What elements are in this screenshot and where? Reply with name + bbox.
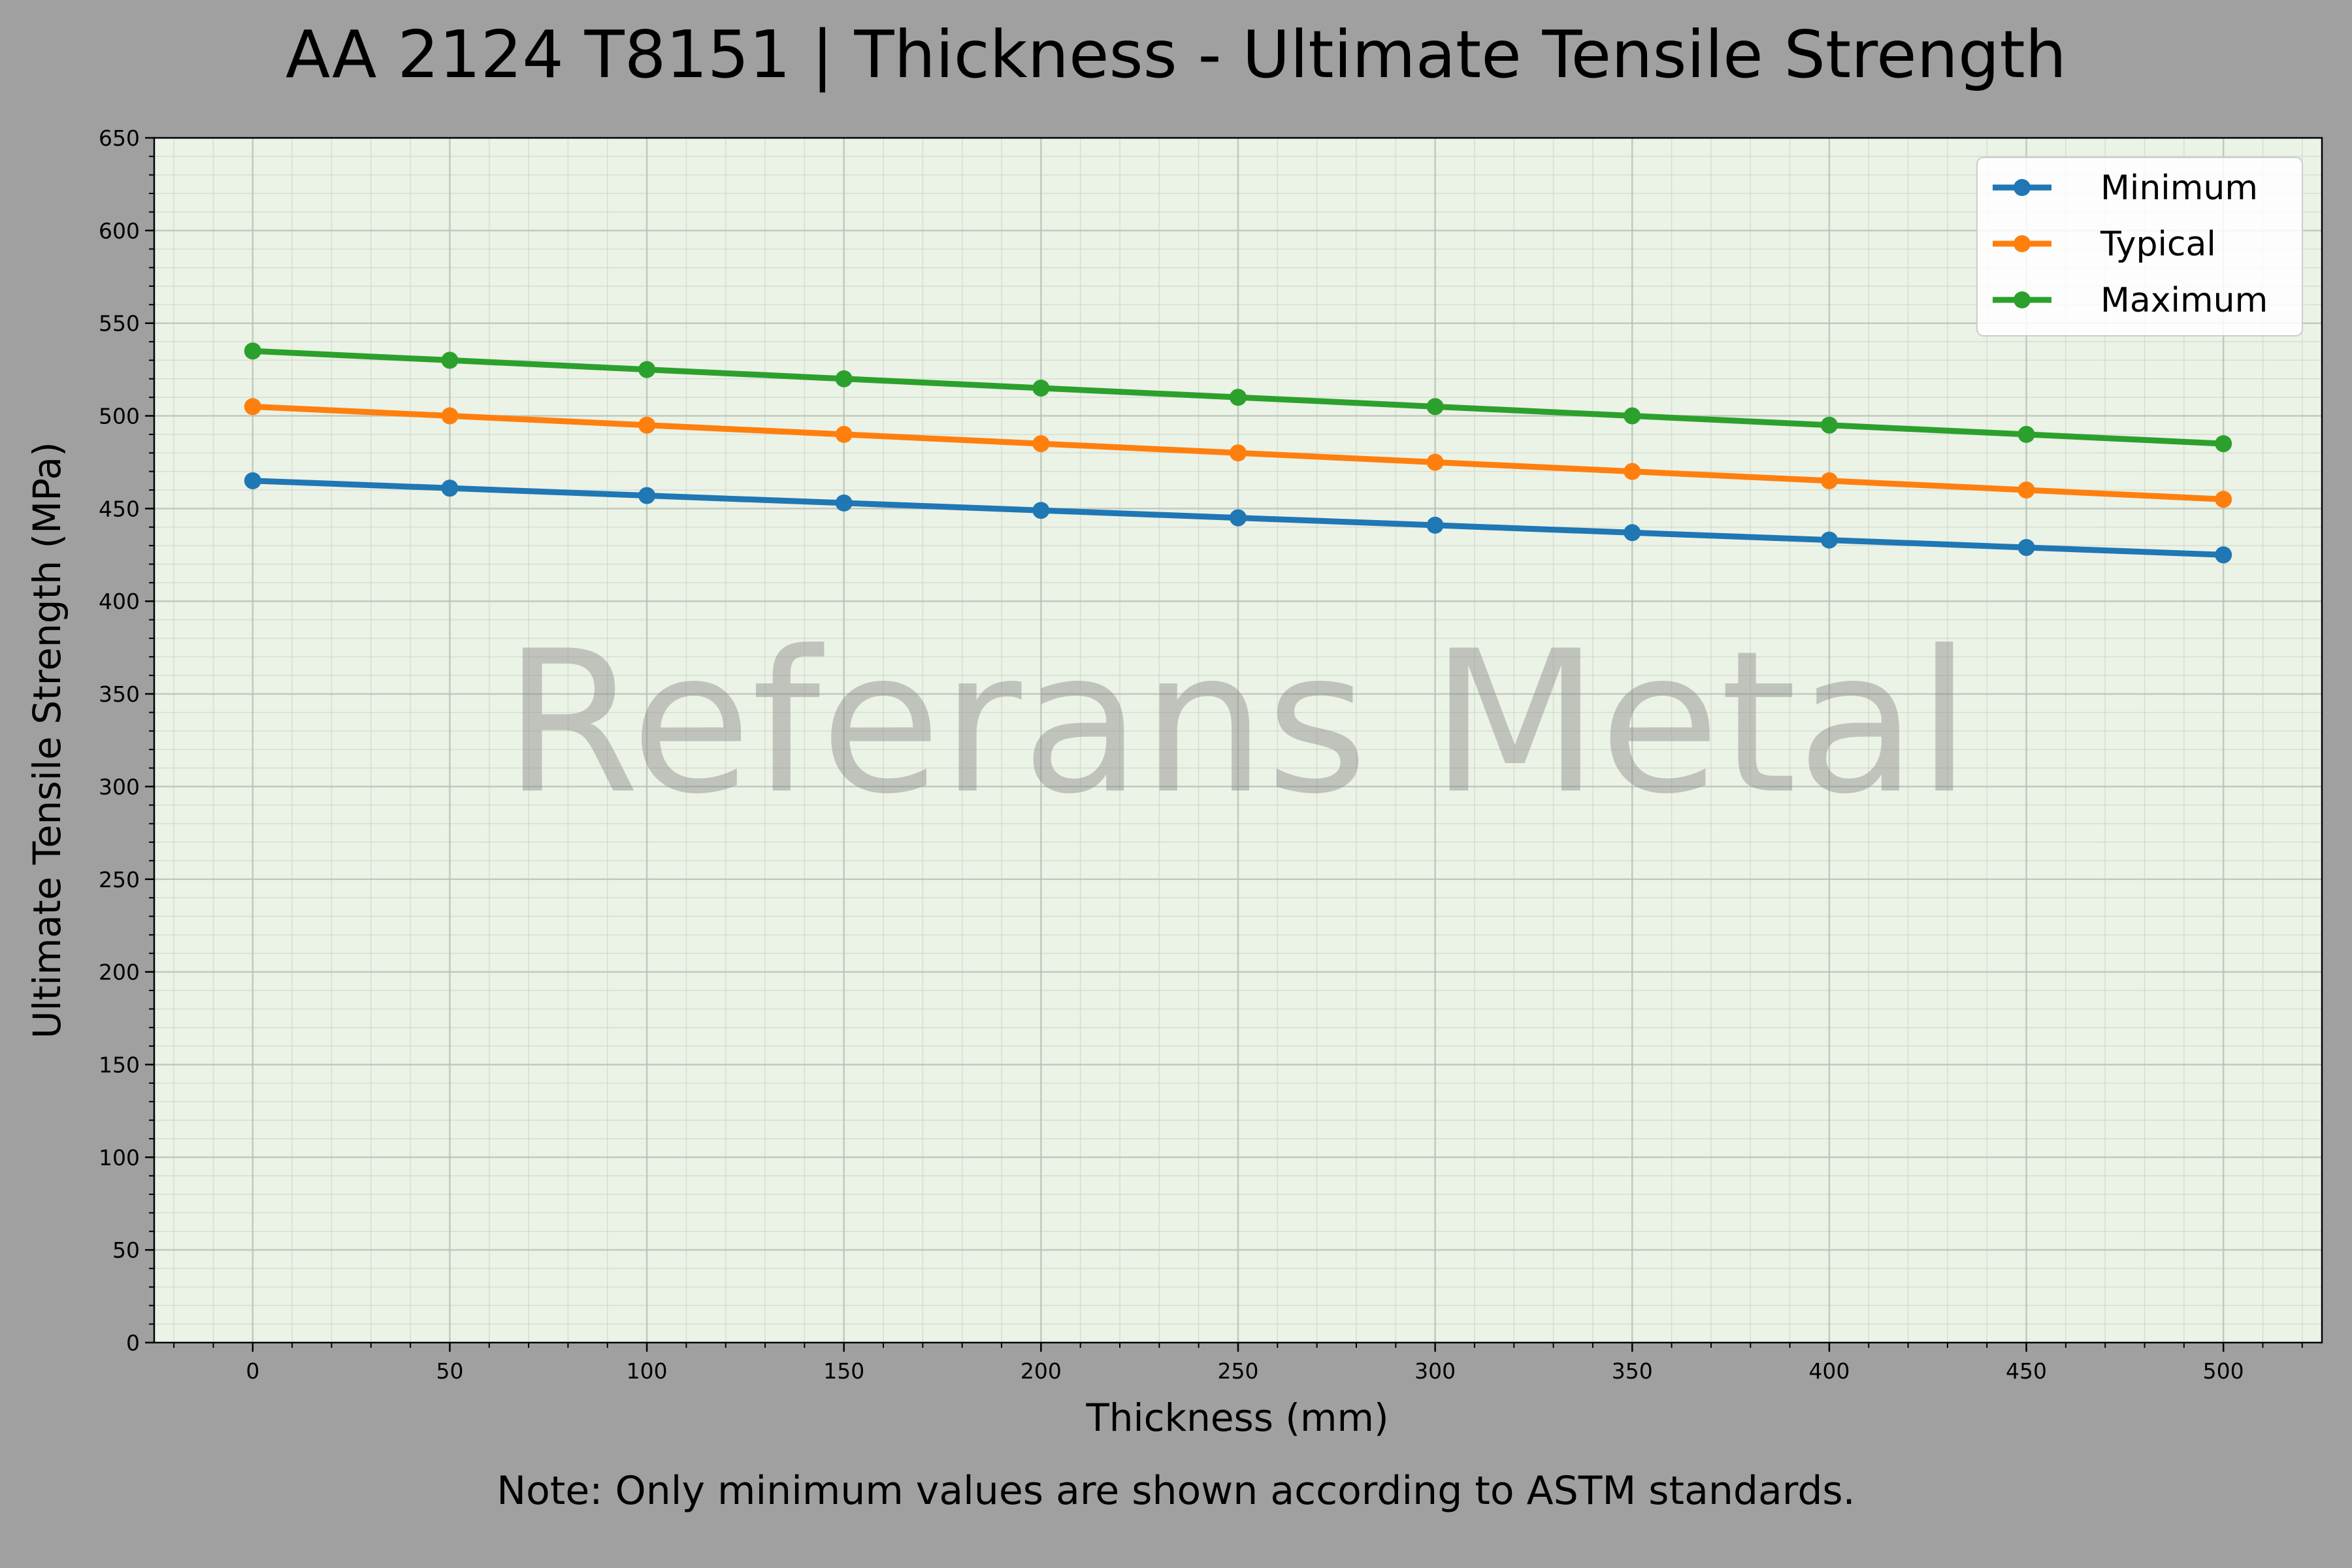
x-tick-label: 150	[823, 1358, 864, 1384]
x-tick-label: 250	[1218, 1358, 1259, 1384]
data-point-typical	[1820, 472, 1838, 489]
x-tick-label: 350	[1612, 1358, 1653, 1384]
y-tick-label: 550	[99, 311, 140, 336]
data-point-maximum	[1230, 389, 1247, 406]
y-tick-label: 450	[99, 496, 140, 521]
data-point-typical	[1230, 444, 1247, 462]
data-point-typical	[2017, 482, 2035, 499]
data-point-typical	[244, 398, 261, 416]
y-tick-label: 650	[99, 125, 140, 151]
x-axis-label: Thickness (mm)	[1085, 1396, 1388, 1440]
x-tick-label: 100	[627, 1358, 668, 1384]
legend-label-maximum: Maximum	[2100, 281, 2268, 320]
y-tick-label: 100	[99, 1145, 140, 1170]
data-point-typical	[1426, 453, 1444, 471]
watermark: Referans Metal	[504, 609, 1972, 837]
data-point-typical	[638, 416, 656, 434]
x-tick-label: 0	[246, 1358, 259, 1384]
data-point-minimum	[244, 472, 261, 489]
data-point-minimum	[2215, 546, 2232, 564]
legend-label-typical: Typical	[2100, 225, 2216, 264]
y-tick-label: 200	[99, 960, 140, 985]
data-point-minimum	[1820, 531, 1838, 549]
legend-label-minimum: Minimum	[2100, 169, 2258, 208]
footnote: Note: Only minimum values are shown acco…	[497, 1468, 1855, 1514]
y-tick-label: 250	[99, 867, 140, 892]
data-point-maximum	[835, 370, 853, 387]
y-tick-label: 50	[112, 1237, 140, 1263]
y-axis-label: Ultimate Tensile Strength (MPa)	[25, 442, 69, 1038]
x-tick-label: 200	[1021, 1358, 1062, 1384]
data-point-minimum	[1032, 502, 1050, 519]
y-tick-label: 350	[99, 681, 140, 707]
data-point-maximum	[244, 342, 261, 360]
data-point-maximum	[1032, 379, 1050, 397]
data-point-typical	[835, 425, 853, 443]
y-tick-label: 150	[99, 1052, 140, 1077]
y-tick-label: 500	[99, 404, 140, 429]
x-tick-label: 500	[2203, 1358, 2244, 1384]
legend-marker-typical	[2014, 235, 2031, 252]
data-point-minimum	[1230, 509, 1247, 527]
y-tick-label: 0	[126, 1330, 140, 1356]
data-point-typical	[441, 407, 459, 425]
x-tick-label: 50	[436, 1358, 463, 1384]
data-point-typical	[1032, 435, 1050, 453]
data-point-minimum	[2017, 538, 2035, 556]
legend: Minimum Typical Maximum	[1976, 157, 2303, 336]
data-point-maximum	[441, 351, 459, 369]
y-tick-label: 400	[99, 589, 140, 614]
data-point-maximum	[638, 361, 656, 378]
data-point-maximum	[1820, 416, 1838, 434]
x-tick-label: 450	[2006, 1358, 2047, 1384]
chart-title: AA 2124 T8151 | Thickness - Ultimate Ten…	[286, 16, 2066, 93]
legend-box	[1976, 157, 2303, 336]
y-tick-label: 300	[99, 774, 140, 800]
data-point-maximum	[2215, 435, 2232, 453]
data-point-maximum	[1426, 398, 1444, 416]
series-group	[244, 342, 2232, 564]
legend-marker-maximum	[2014, 291, 2031, 308]
data-point-minimum	[1426, 516, 1444, 534]
y-tick-label: 600	[99, 218, 140, 244]
legend-marker-minimum	[2014, 179, 2031, 196]
x-tick-label: 300	[1414, 1358, 1456, 1384]
data-point-maximum	[1624, 407, 1641, 425]
data-point-minimum	[638, 487, 656, 504]
data-point-typical	[2215, 491, 2232, 508]
data-point-typical	[1624, 463, 1641, 480]
x-tick-label: 400	[1808, 1358, 1850, 1384]
data-point-maximum	[2017, 425, 2035, 443]
data-point-minimum	[1624, 524, 1641, 542]
data-point-minimum	[835, 494, 853, 512]
ticks: 0 50 100 150 200 250 300 350 400 450 500 0 50 100 150 2…	[99, 125, 2303, 1384]
data-point-minimum	[441, 480, 459, 497]
